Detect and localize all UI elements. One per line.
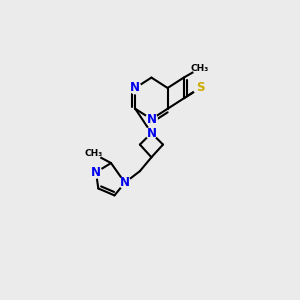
Circle shape [90, 167, 102, 178]
Circle shape [193, 61, 207, 75]
Text: CH₃: CH₃ [191, 64, 209, 73]
Circle shape [119, 177, 131, 188]
Text: N: N [146, 127, 156, 140]
Circle shape [194, 82, 206, 94]
Circle shape [194, 82, 206, 94]
Text: S: S [196, 82, 204, 94]
Circle shape [130, 82, 141, 94]
Text: N: N [120, 176, 130, 189]
Text: CH₃: CH₃ [85, 149, 103, 158]
Circle shape [146, 127, 157, 139]
Text: N: N [91, 166, 101, 179]
Circle shape [87, 147, 100, 161]
Circle shape [146, 113, 157, 125]
Text: N: N [130, 82, 140, 94]
Text: N: N [146, 113, 156, 126]
